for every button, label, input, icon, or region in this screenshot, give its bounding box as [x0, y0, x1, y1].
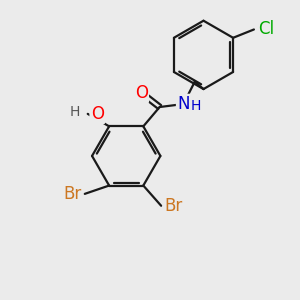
Text: H: H — [190, 98, 200, 112]
Text: Cl: Cl — [258, 20, 274, 38]
Text: Br: Br — [164, 197, 182, 215]
Text: H: H — [70, 105, 80, 119]
Text: O: O — [135, 84, 148, 102]
Text: N: N — [177, 95, 190, 113]
Text: O: O — [91, 105, 104, 123]
Text: Br: Br — [64, 185, 82, 203]
